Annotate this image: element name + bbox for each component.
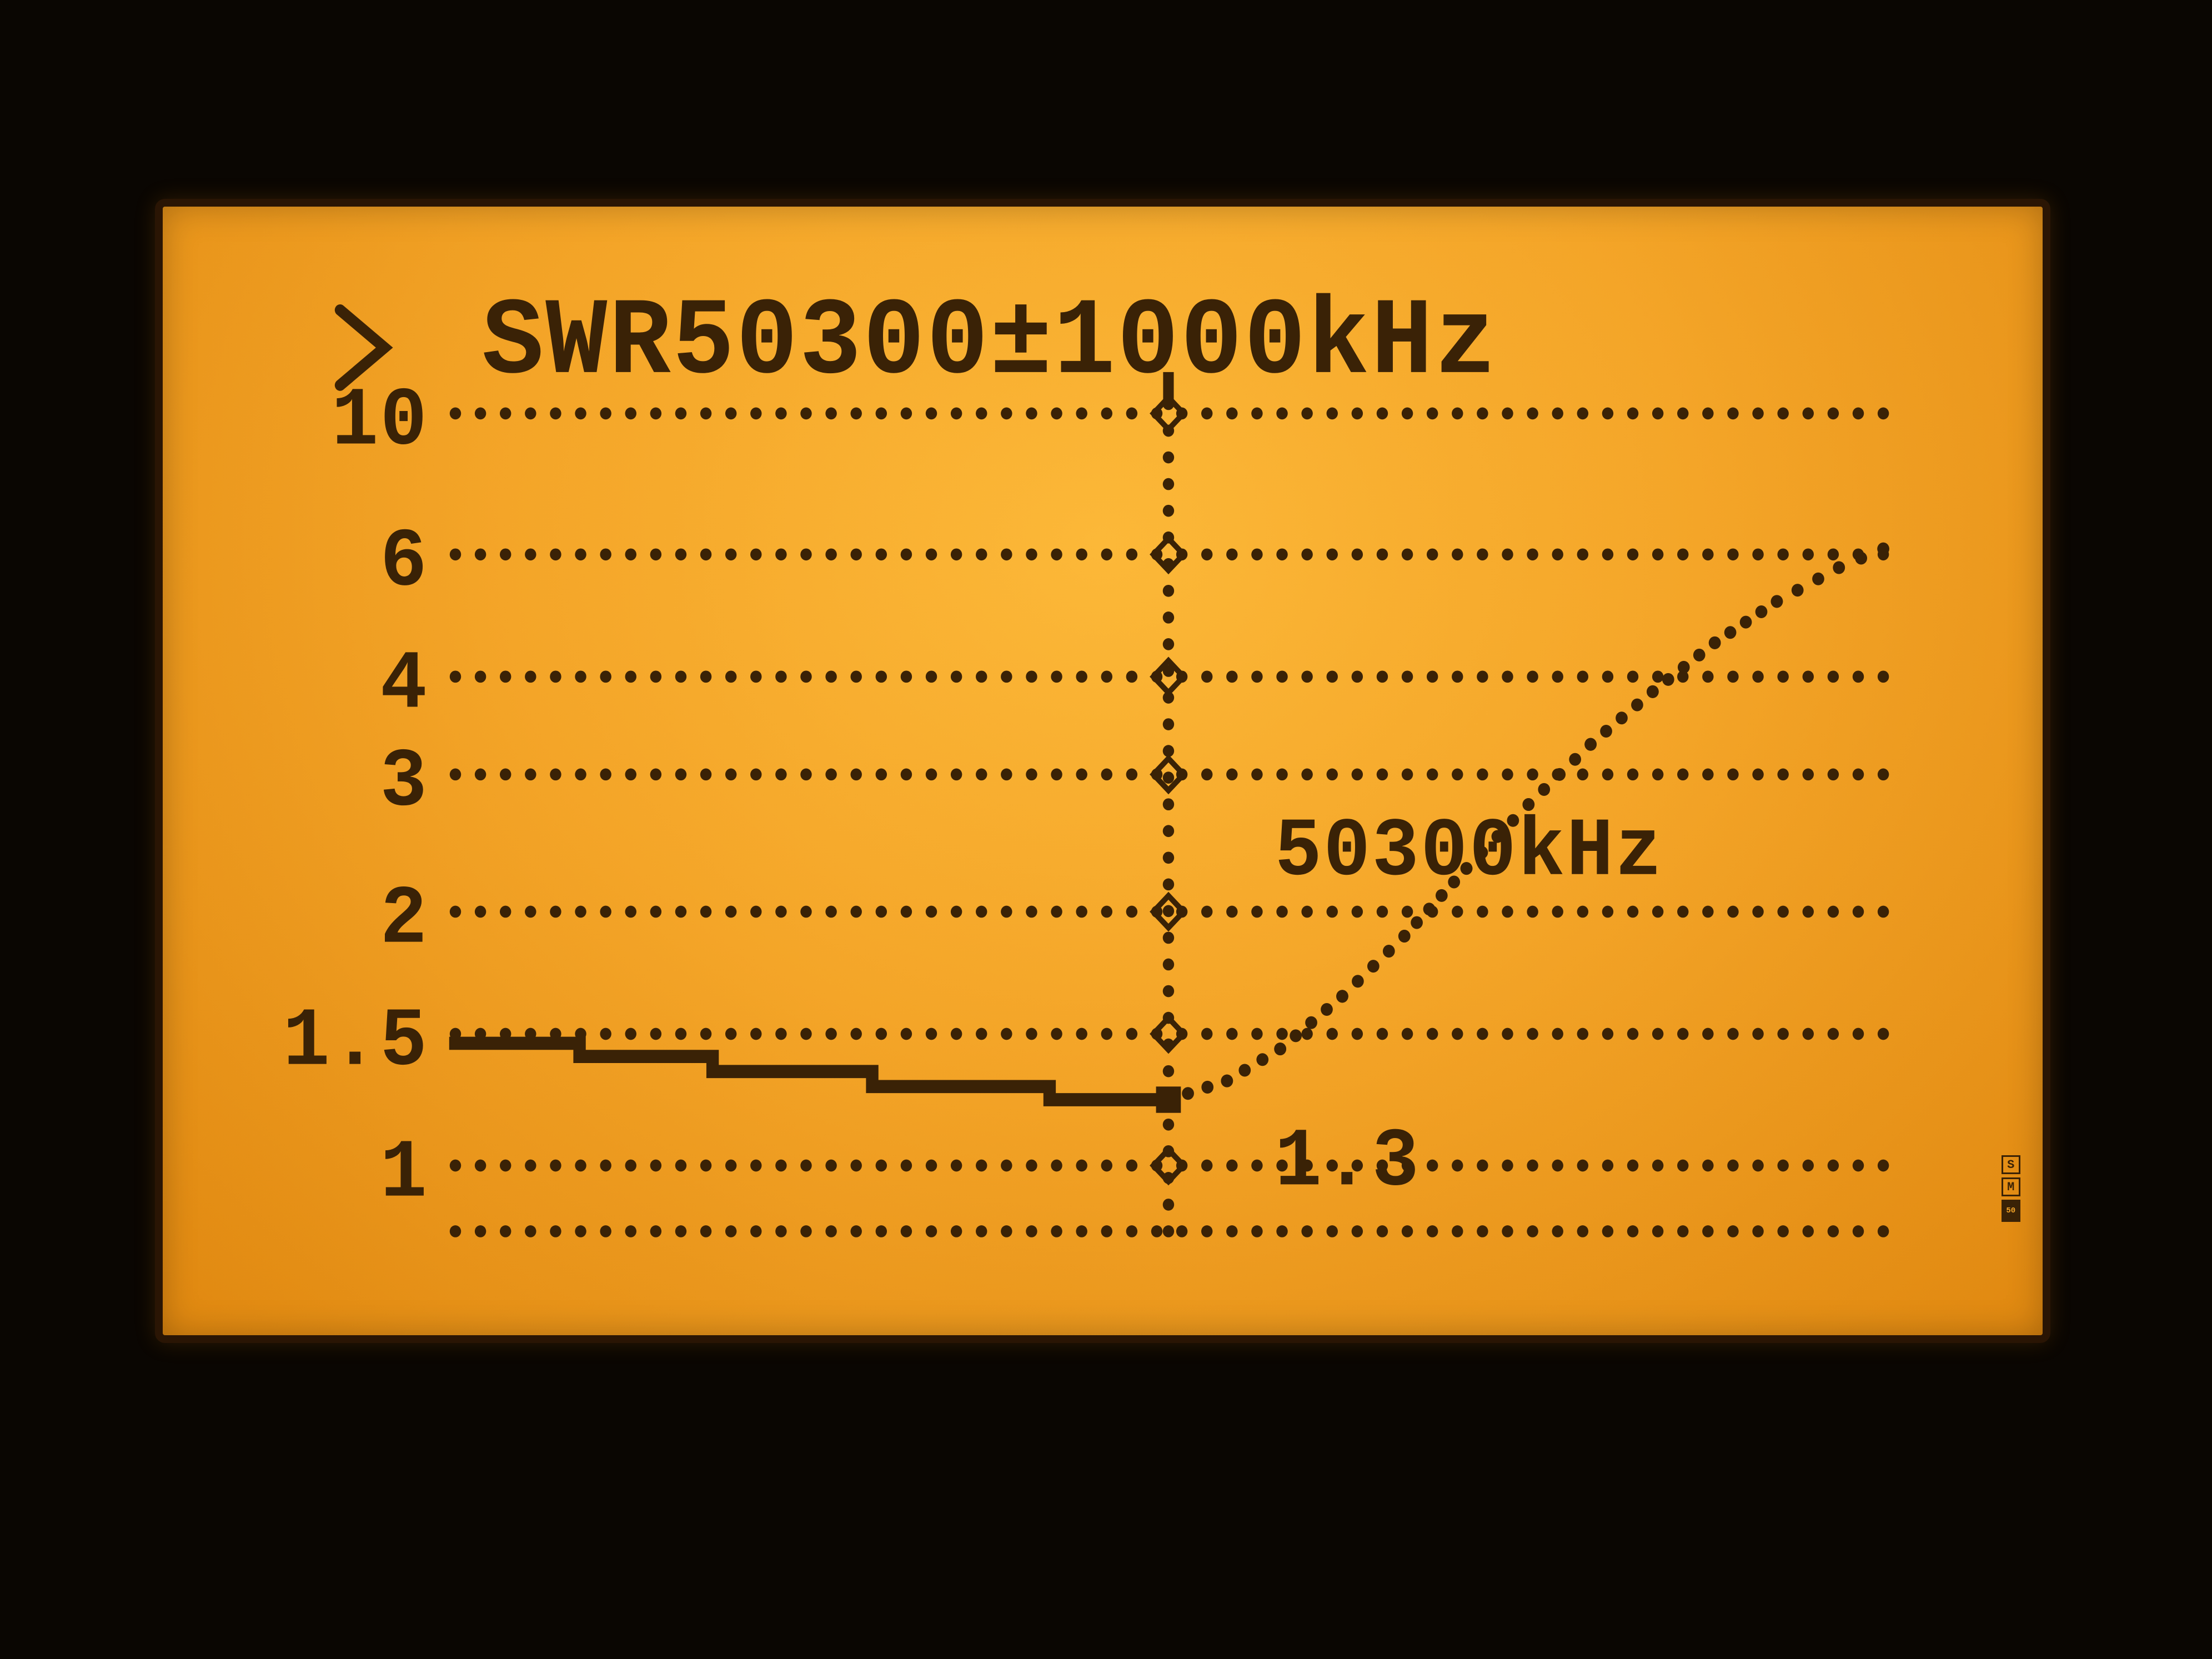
svg-text:1: 1: [380, 1127, 429, 1221]
lcd-screen: SWR50300±1000kHz 1 1.5 2 34 6 10 50300kHz 1.3: [163, 207, 2043, 1335]
svg-text:6: 6: [380, 516, 429, 610]
indicator-50-label: 50: [2006, 1207, 2015, 1215]
side-indicators: S M 50: [2002, 1155, 2020, 1222]
svg-text:10: 10: [332, 375, 429, 469]
lcd-frame: SWR50300±1000kHz 1 1.5 2 34 6 10 50300kHz 1.3 S …: [155, 199, 2051, 1342]
swr-chart: SWR50300±1000kHz 1 1.5 2 34 6 10 50300kHz 1.3: [163, 207, 2043, 1335]
indicator-m: M: [2002, 1177, 2020, 1196]
indicator-50: 50: [2002, 1200, 2020, 1222]
svg-text:3: 3: [380, 736, 429, 830]
cursor-frequency-label: 50300kHz: [1275, 806, 1663, 900]
svg-text:1.5: 1.5: [283, 996, 429, 1090]
indicator-s: S: [2002, 1155, 2020, 1174]
svg-text:4: 4: [380, 638, 429, 732]
chart-title: SWR50300±1000kHz: [482, 282, 1498, 405]
cursor-swr-label: 1.3: [1275, 1116, 1421, 1210]
svg-text:2: 2: [380, 874, 429, 968]
